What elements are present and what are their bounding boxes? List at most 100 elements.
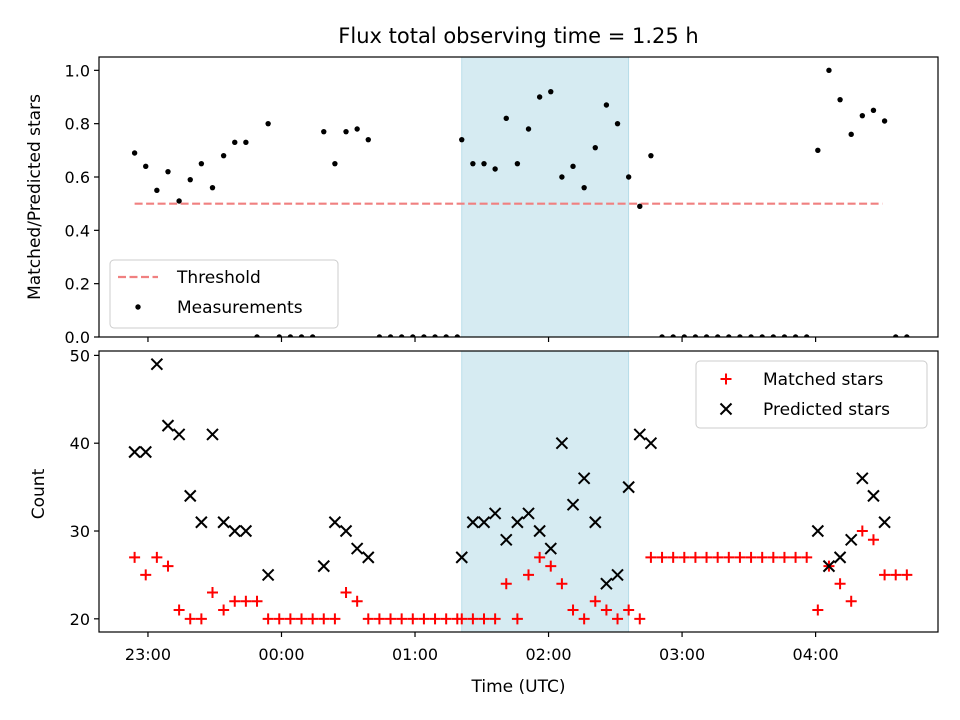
matched-star-point [218,604,230,616]
x-tick-label: 01:00 [392,645,438,664]
predicted-star-point [577,472,591,485]
measurement-point [826,67,832,74]
matched-star-point [407,613,419,625]
measurement-point [276,334,282,337]
measurement-point [432,334,438,337]
measurement-point [243,139,249,146]
top-y-axis-label: Matched/Predicted stars [25,94,45,300]
measurement-point [165,168,171,175]
y-tick-label: 40 [70,434,90,453]
x-tick-label: 23:00 [125,645,171,664]
measurement-point [421,334,427,337]
measurement-point [443,334,449,337]
predicted-star-point [206,428,219,441]
predicted-star-point [488,507,502,520]
measurement-point [881,118,888,124]
measurement-point [503,115,509,122]
matched-star-point [489,613,501,625]
measurement-point [737,334,743,337]
measurement-point [131,150,138,156]
matched-star-point [678,551,690,563]
predicted-star-point [555,436,569,450]
measurement-point [670,334,676,337]
matched-star-point [385,613,397,625]
measurement-point [848,131,854,138]
chart-title: Flux total observing time = 1.25 h [338,24,698,48]
measurement-point [454,334,460,337]
measurement-point [726,334,732,337]
predicted-star-point [811,524,825,538]
measurement-point [309,334,316,337]
axes-frame-0 [98,56,939,338]
matched-star-point [867,534,879,546]
predicted-star-point [878,516,891,529]
predicted-star-point [511,516,524,529]
predicted-star-point [139,445,152,459]
measurement-point [603,102,610,108]
predicted-star-point [522,507,535,520]
legend-measurements-label: Measurements [177,298,303,318]
matched-star-point [667,551,679,563]
predicted-star-point [533,524,546,538]
matched-star-point [362,613,374,625]
matched-star-point [534,551,546,563]
matched-star-point [723,551,735,563]
measurement-point [659,334,665,337]
measurement-point [492,166,498,172]
matched-star-point [396,613,408,625]
measurement-point [648,152,654,159]
measurement-point [470,160,476,167]
matched-star-point [440,613,452,625]
measurement-point [332,160,338,167]
matched-star-point [856,525,868,537]
matched-star-point [712,551,724,563]
measurement-point [536,94,543,100]
measurement-point [859,112,866,119]
predicted-star-point [867,489,880,503]
measurement-point [559,174,565,180]
matched-star-point [556,578,568,590]
predicted-star-point [466,516,480,529]
series-group-1 [128,357,913,625]
predicted-star-point [228,524,241,538]
x-axis-label: Time (UTC) [471,677,566,697]
matched-star-point [645,551,657,563]
measurement-point [703,334,710,337]
measurement-point [614,120,621,127]
legend-threshold-label: Threshold [176,268,261,288]
measurement-point [198,160,205,167]
matched-star-point [240,595,252,607]
matched-star-point [500,578,512,590]
predicted-star-point [833,551,847,564]
plot-layer: 0.0 0.2 0.4 0.6 0.8 1.0 Threshold Measurements 2… [65,56,939,664]
matched-star-point [801,551,813,563]
measurement-point [398,334,405,337]
bottom-legend: Matched stars Predicted stars [695,360,928,429]
measurement-point [232,139,238,146]
matched-star-point [129,551,141,563]
matched-star-point [195,613,207,625]
measurement-point [637,203,643,210]
measurement-point [759,334,765,337]
measurement-point [154,187,160,194]
measurement-point [220,152,227,159]
measurement-point [187,176,193,183]
measurement-point [548,88,554,95]
matched-star-point [634,613,646,625]
measurement-point [592,144,598,151]
legend-predicted-label: Predicted stars [763,400,890,420]
matched-star-point [456,613,468,625]
matched-star-point [589,595,601,607]
measurement-point [570,163,576,170]
bottom-y-axis-label: Count [29,468,49,519]
matched-star-point [701,551,713,563]
predicted-star-point [161,419,175,432]
x-tick-label: 03:00 [659,645,705,664]
measurement-point [692,334,699,337]
y-tick-label: 0.6 [65,168,90,187]
series-group-0 [131,67,910,337]
matched-star-point [600,604,612,616]
matched-star-point [262,613,274,625]
matched-star-point [790,551,802,563]
